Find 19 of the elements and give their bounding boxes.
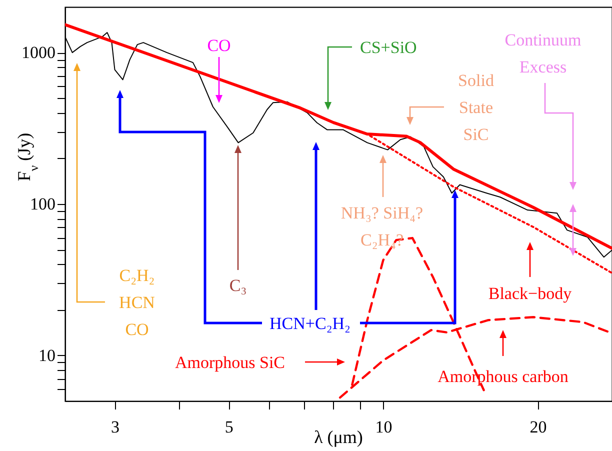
annotation: C₃ bbox=[229, 276, 247, 295]
x-tick-label: 5 bbox=[224, 418, 234, 436]
annotation: Amorphous carbon bbox=[438, 366, 569, 386]
x-tick-label: 10 bbox=[375, 418, 392, 436]
annotation: HCN+C₂H₂ bbox=[270, 314, 350, 333]
annotation: Amorphous SiC bbox=[174, 352, 286, 372]
annotation: Continuum Excess bbox=[504, 30, 582, 76]
annotation: CO bbox=[207, 36, 231, 55]
x-tick-label: 20 bbox=[530, 418, 547, 436]
annotation: C₂H₂ HCN CO bbox=[119, 266, 155, 339]
y-tick-label: 100 bbox=[30, 194, 56, 214]
y-tick-label: 10 bbox=[38, 346, 56, 365]
y-tick-label: 1000 bbox=[22, 43, 56, 62]
annotation: Black−body bbox=[488, 284, 572, 303]
annotation: Solid State SiC bbox=[458, 70, 494, 144]
x-axis-title: λ (μm) bbox=[314, 427, 363, 447]
annotation: CS+SiO bbox=[360, 38, 417, 57]
annotation: NH₃? SiH₄? C₂H₄? bbox=[340, 203, 424, 250]
x-tick-label: 3 bbox=[111, 418, 120, 436]
